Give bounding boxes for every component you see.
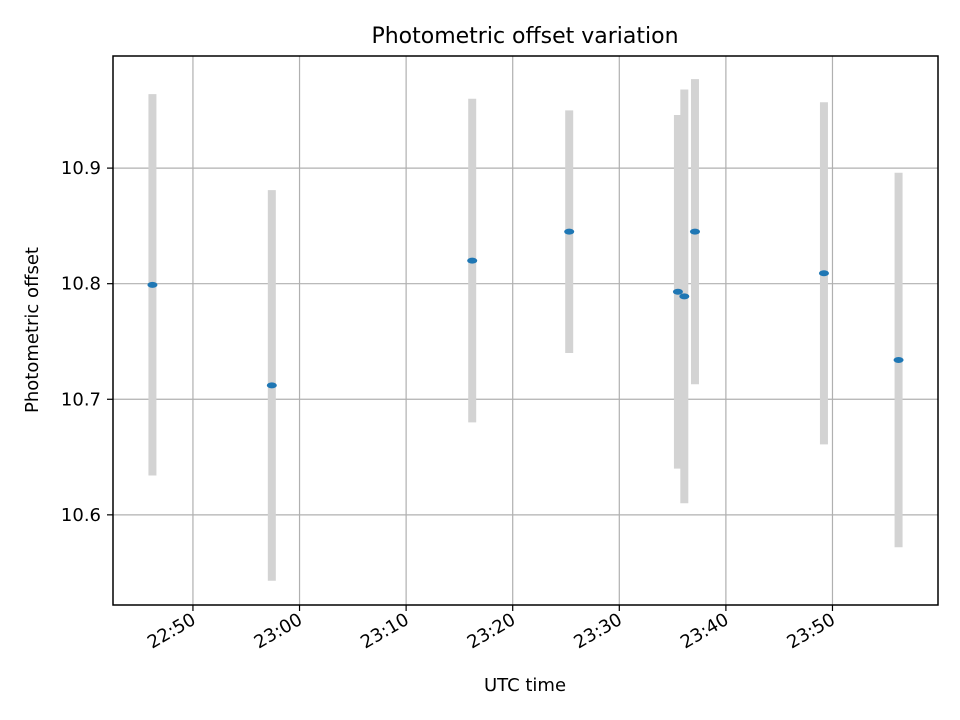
x-tick-label: 23:40 — [677, 609, 732, 653]
x-tick-label: 23:30 — [570, 609, 625, 653]
x-tick-label: 23:50 — [784, 609, 839, 653]
data-point — [266, 382, 277, 389]
y-axis-ticks: 10.6 10.7 10.8 10.9 — [61, 158, 113, 526]
grid — [113, 56, 938, 605]
x-tick-label: 23:20 — [464, 609, 519, 653]
y-tick-label: 10.6 — [61, 505, 101, 526]
x-tick-label: 23:00 — [251, 609, 306, 653]
y-axis-label: Photometric offset — [22, 247, 43, 413]
x-axis-ticks: 22:50 23:00 23:10 23:20 23:30 23:40 23:50 — [144, 605, 839, 653]
y-tick-label: 10.8 — [61, 274, 101, 295]
data-point — [467, 257, 478, 264]
y-tick-label: 10.7 — [61, 389, 101, 410]
data-point — [672, 288, 683, 295]
y-tick-label: 10.9 — [61, 158, 101, 179]
data-point — [679, 293, 690, 300]
data-point — [147, 281, 158, 288]
x-tick-label: 23:10 — [357, 609, 412, 653]
x-axis-label: UTC time — [484, 675, 566, 696]
data-points — [147, 228, 904, 389]
plot-frame — [112, 55, 939, 606]
x-tick-label: 22:50 — [144, 609, 199, 653]
data-point — [689, 228, 700, 235]
chart-title: Photometric offset variation — [371, 24, 678, 49]
data-point — [893, 356, 904, 363]
data-point — [818, 270, 829, 277]
data-point — [564, 228, 575, 235]
error-bars — [148, 79, 903, 581]
